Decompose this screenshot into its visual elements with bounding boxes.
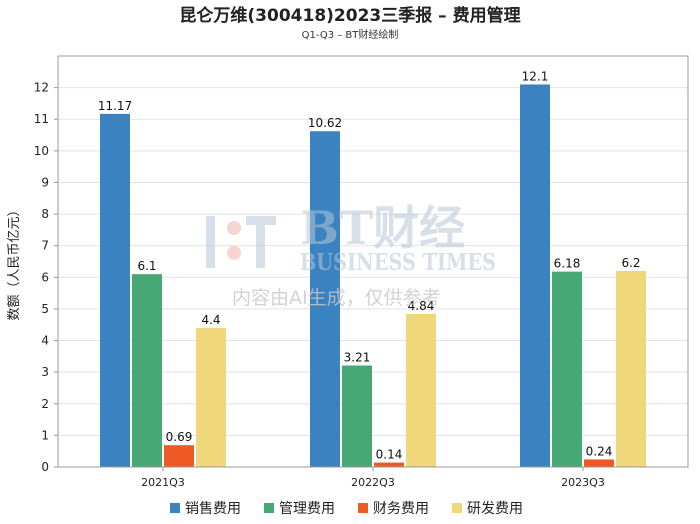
data-label: 4.4 [201,313,220,327]
data-label: 12.1 [522,69,549,83]
data-label: 6.2 [621,256,640,270]
y-tick-label: 9 [41,175,49,189]
watermark-brand-en: BUSINESS TIMES [300,249,496,276]
watermark-brand: BT财经 [300,201,465,255]
bar [406,313,436,467]
bar [196,327,226,467]
legend-swatch [358,503,368,513]
watermark: BT财经 BUSINESS TIMES 内容由AI生成，仅供参考 [206,201,496,309]
data-label: 4.84 [408,299,435,313]
bar [552,271,582,467]
y-tick-label: 10 [34,144,49,158]
legend-entry: 销售费用 [185,501,241,517]
data-label: 0.14 [376,448,403,462]
data-label: 6.18 [554,257,581,271]
y-tick-label: 7 [41,239,49,253]
watermark-logo-top [246,216,276,225]
bar [584,459,614,467]
y-tick-label: 1 [41,428,49,442]
gridlines [58,87,688,468]
bars [100,84,646,468]
y-tick-label: 3 [41,365,49,379]
bar [164,445,194,467]
data-label: 6.1 [137,259,156,273]
bar [100,113,130,468]
bar [374,462,404,467]
x-axis-ticks: 2021Q3 2022Q3 2023Q3 [141,467,605,489]
y-tick-label: 4 [41,334,49,348]
watermark-logo-bar [206,216,215,268]
legend-swatch [264,503,274,513]
legend-entry: 研发费用 [467,501,523,517]
data-label: 3.21 [344,351,371,365]
x-tick-label: 2022Q3 [351,476,395,489]
y-tick-label: 5 [41,302,49,316]
y-axis-label: 数额（人民币亿元） [7,203,22,320]
y-tick-label: 8 [41,207,49,221]
bar [342,365,372,467]
watermark-logo-stem [256,225,265,268]
watermark-logo-dot-bottom [227,246,241,260]
watermark-logo-dot-top [227,221,241,235]
bar [520,84,550,467]
chart-subtitle: Q1-Q3 – BT财经绘制 [302,28,399,41]
legend-entry: 管理费用 [279,501,335,517]
y-tick-label: 11 [34,112,49,126]
y-tick-label: 0 [41,460,49,474]
legend-swatch [452,503,462,513]
bar [310,131,340,467]
legend-swatch [170,503,180,513]
bar [616,270,646,467]
y-tick-label: 6 [41,270,49,284]
data-label: 10.62 [308,116,342,130]
data-label: 0.24 [586,444,613,458]
chart-title: 昆仑万维(300418)2023三季报 – 费用管理 [179,5,520,26]
data-label: 11.17 [98,99,132,113]
data-label: 0.69 [166,430,193,444]
legend-entry: 财务费用 [373,501,429,517]
y-tick-label: 2 [41,397,49,411]
y-tick-label: 12 [34,81,49,95]
bar [132,274,162,467]
x-tick-label: 2021Q3 [141,476,185,489]
data-labels: 11.17 6.1 0.69 4.4 10.62 3.21 0.14 4.84 12.1 6.18… [98,69,641,461]
x-tick-label: 2023Q3 [561,476,605,489]
legend: 销售费用 管理费用 财务费用 研发费用 [170,501,523,517]
watermark-note: 内容由AI生成，仅供参考 [232,287,441,309]
